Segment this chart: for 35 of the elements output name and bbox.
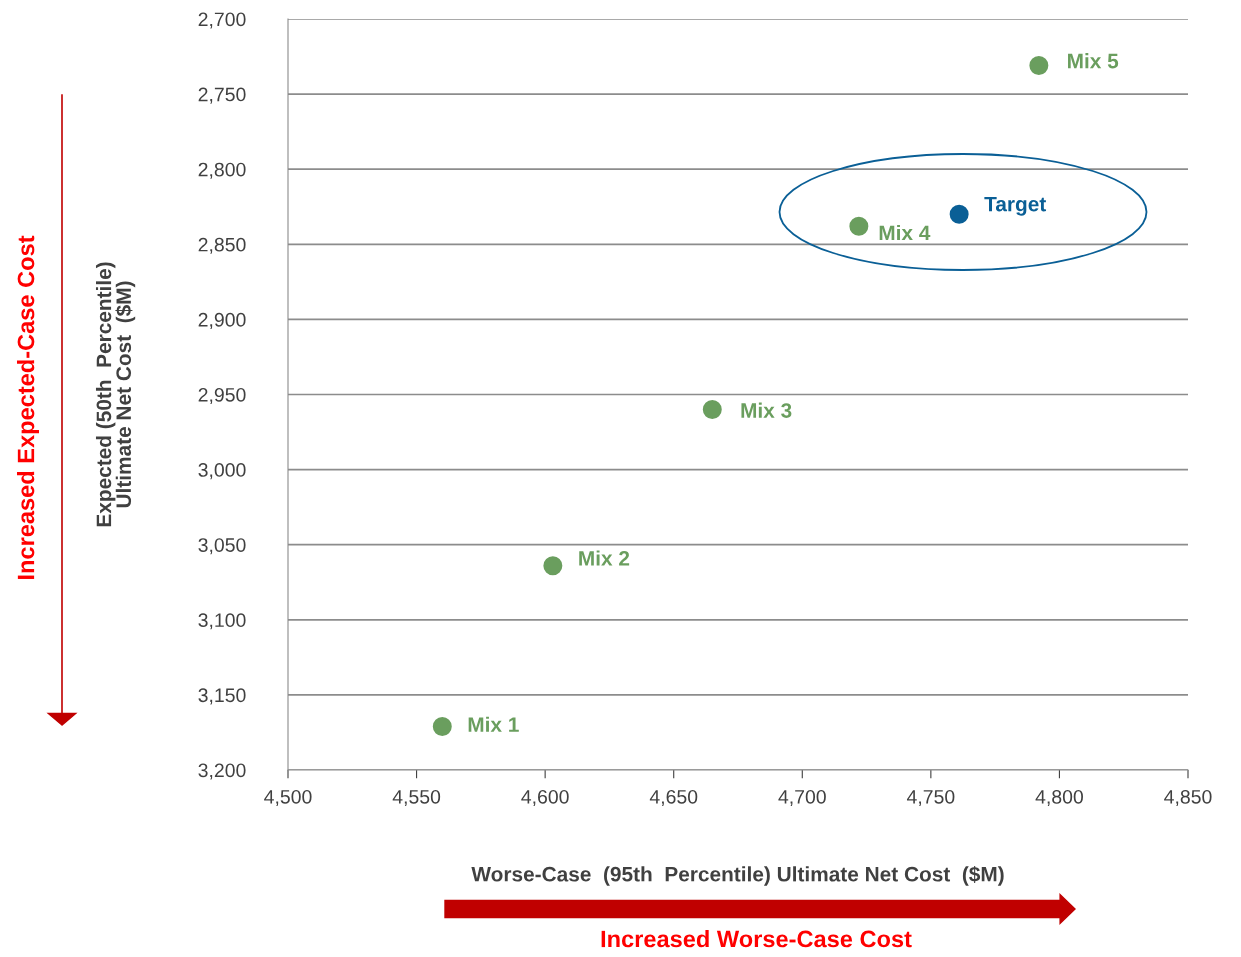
point: [847, 214, 871, 238]
point: [700, 397, 724, 422]
x-tick-label: 4,700: [778, 789, 826, 807]
y-tick-label: 2,900: [198, 312, 246, 329]
y-tick-label: 2,750: [198, 87, 246, 104]
y-tick-label: 3,050: [198, 538, 246, 555]
series-label: Mix 1: [468, 716, 519, 732]
x-tick-label: 4,600: [521, 789, 569, 807]
x-tick-label: 4,500: [264, 789, 312, 807]
y-tick-label: 3,150: [198, 688, 246, 705]
y-tick-label: 2,700: [198, 12, 246, 29]
x-tick-label: 4,750: [906, 789, 955, 807]
series-label: Target: [984, 196, 1047, 216]
x-tick-label: 4,550: [392, 789, 441, 807]
point: [430, 714, 454, 739]
point: [541, 554, 565, 578]
y-tick-label: 3,100: [198, 613, 246, 630]
y-tick-label: 2,950: [198, 387, 246, 405]
y-tick-label: 2,850: [198, 237, 246, 254]
series-label: Mix 4: [879, 224, 931, 240]
point: [947, 202, 971, 226]
x-tick-label: 4,650: [649, 789, 698, 807]
x-tick-label: 4,800: [1035, 789, 1083, 807]
y-tick-label: 2,800: [198, 162, 246, 179]
y-tick-label: 3,000: [198, 463, 246, 480]
series-label: Mix 5: [1068, 53, 1119, 69]
series-label: Mix 2: [579, 550, 630, 566]
x-axis-title: Worse-Case (95th Percentile) Ultimate Net Cost ($M): [471, 865, 1004, 886]
x-tick-label: 4,850: [1164, 789, 1212, 807]
y-axis-title: Expected (50th Percentile) Ultimate Net Cost ($M): [95, 262, 136, 527]
series-label: Mix 3: [741, 402, 792, 418]
point: [1027, 53, 1051, 78]
y-tick-label: 3,200: [198, 763, 246, 780]
text: Increased Expected-Case Cost: [17, 235, 39, 579]
text: Increased Worse-Case Cost: [601, 929, 912, 948]
